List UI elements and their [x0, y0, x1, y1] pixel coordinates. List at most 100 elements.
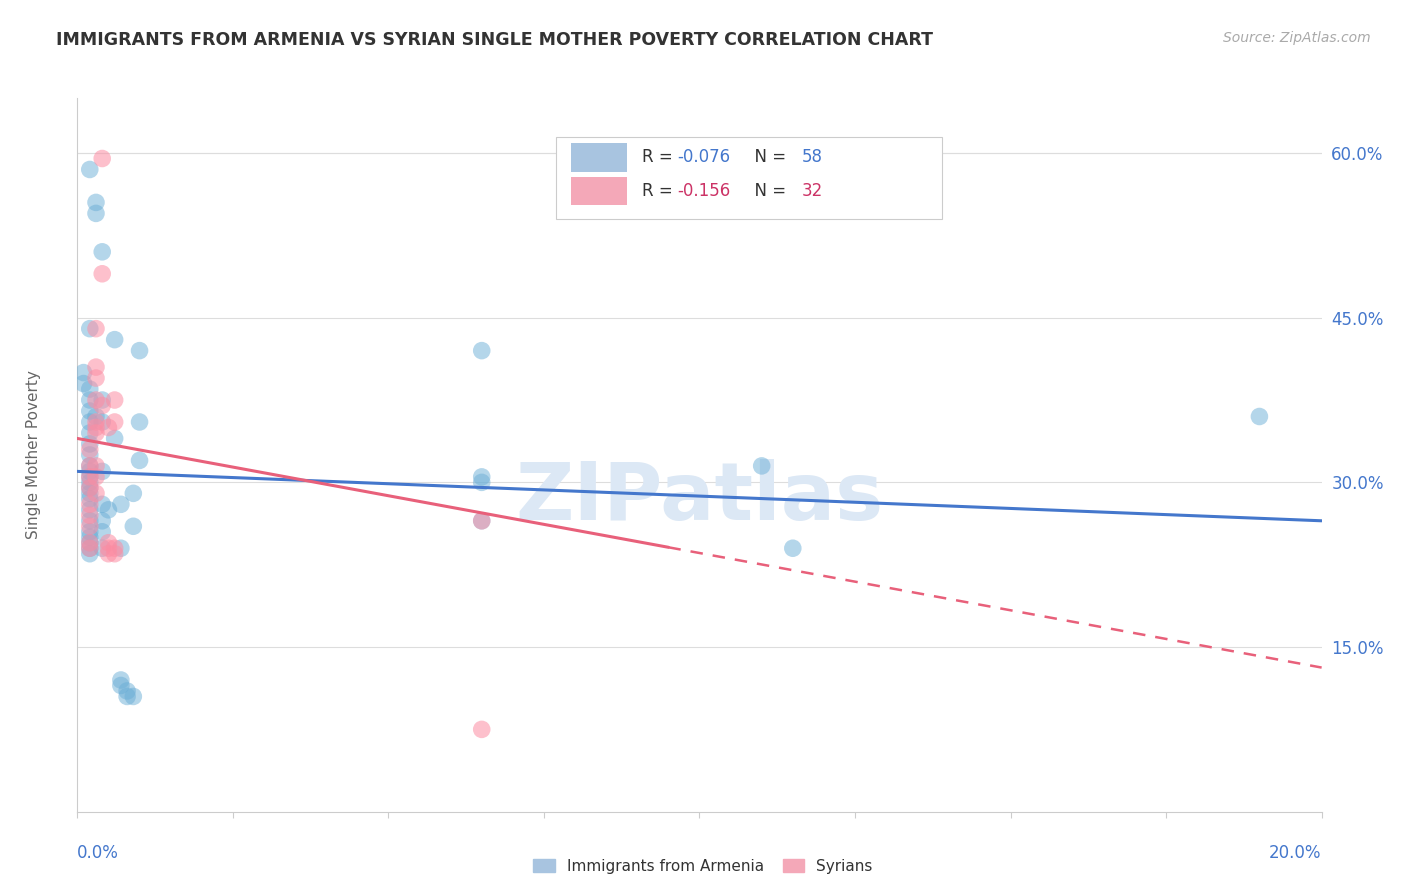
Point	[128, 343, 150, 358]
Point	[84, 415, 107, 429]
Point	[79, 458, 101, 473]
Text: -0.076: -0.076	[678, 148, 730, 166]
Point	[782, 541, 804, 556]
Point	[79, 475, 101, 490]
Point	[84, 470, 107, 484]
Point	[79, 491, 101, 506]
Point	[91, 514, 114, 528]
Point	[79, 458, 101, 473]
Text: 58: 58	[801, 148, 823, 166]
Point	[122, 486, 145, 500]
Point	[97, 420, 120, 434]
Point	[79, 321, 101, 335]
Point	[79, 541, 101, 556]
Point	[79, 519, 101, 533]
Bar	[557, 137, 942, 219]
Point	[122, 519, 145, 533]
Point	[79, 541, 101, 556]
Point	[471, 514, 494, 528]
Text: N =: N =	[744, 182, 792, 200]
Point	[79, 486, 101, 500]
Point	[97, 503, 120, 517]
Point	[79, 442, 101, 457]
Point	[84, 206, 107, 220]
Text: Source: ZipAtlas.com: Source: ZipAtlas.com	[1223, 31, 1371, 45]
Text: Single Mother Poverty: Single Mother Poverty	[27, 370, 41, 540]
Legend: Immigrants from Armenia, Syrians: Immigrants from Armenia, Syrians	[527, 853, 879, 880]
Point	[72, 366, 94, 380]
Point	[84, 409, 107, 424]
Point	[84, 486, 107, 500]
Point	[79, 464, 101, 478]
Point	[91, 497, 114, 511]
Point	[91, 267, 114, 281]
Point	[97, 541, 120, 556]
Point	[110, 497, 132, 511]
Point	[79, 524, 101, 539]
Point	[79, 470, 101, 484]
Point	[104, 333, 127, 347]
Point	[79, 404, 101, 418]
Point	[471, 343, 494, 358]
Point	[91, 392, 114, 407]
Point	[79, 514, 101, 528]
Point	[471, 723, 494, 737]
Point	[110, 678, 132, 692]
Point	[84, 371, 107, 385]
Point	[104, 547, 127, 561]
Text: 0.0%: 0.0%	[77, 844, 120, 862]
Point	[91, 464, 114, 478]
Point	[79, 470, 101, 484]
Point	[79, 162, 101, 177]
Point	[471, 470, 494, 484]
Point	[79, 382, 101, 396]
Point	[84, 458, 107, 473]
Point	[91, 415, 114, 429]
Point	[84, 360, 107, 375]
Point	[79, 530, 101, 544]
Point	[110, 541, 132, 556]
Point	[122, 690, 145, 704]
Point	[91, 152, 114, 166]
Point	[79, 481, 101, 495]
Point	[471, 475, 494, 490]
Text: N =: N =	[744, 148, 792, 166]
Point	[84, 425, 107, 440]
Point	[72, 376, 94, 391]
Point	[79, 535, 101, 549]
Text: -0.156: -0.156	[678, 182, 730, 200]
Point	[104, 392, 127, 407]
Point	[110, 673, 132, 687]
Point	[751, 458, 773, 473]
Point	[97, 535, 120, 549]
Bar	[571, 143, 627, 171]
Point	[104, 432, 127, 446]
Point	[79, 481, 101, 495]
Point	[104, 541, 127, 556]
Point	[104, 415, 127, 429]
Point	[79, 497, 101, 511]
Point	[79, 547, 101, 561]
Point	[84, 195, 107, 210]
Text: 20.0%: 20.0%	[1270, 844, 1322, 862]
Point	[79, 415, 101, 429]
Point	[84, 420, 107, 434]
Point	[79, 425, 101, 440]
Point	[91, 399, 114, 413]
Point	[79, 448, 101, 462]
Text: ZIPatlas: ZIPatlas	[516, 458, 883, 537]
Point	[91, 524, 114, 539]
Point	[97, 547, 120, 561]
Point	[128, 415, 150, 429]
Point	[79, 437, 101, 451]
Point	[471, 514, 494, 528]
Text: R =: R =	[643, 182, 678, 200]
Text: R =: R =	[643, 148, 678, 166]
Point	[84, 321, 107, 335]
Text: 32: 32	[801, 182, 823, 200]
Point	[79, 503, 101, 517]
Point	[84, 392, 107, 407]
Point	[91, 541, 114, 556]
Point	[79, 508, 101, 523]
Point	[128, 453, 150, 467]
